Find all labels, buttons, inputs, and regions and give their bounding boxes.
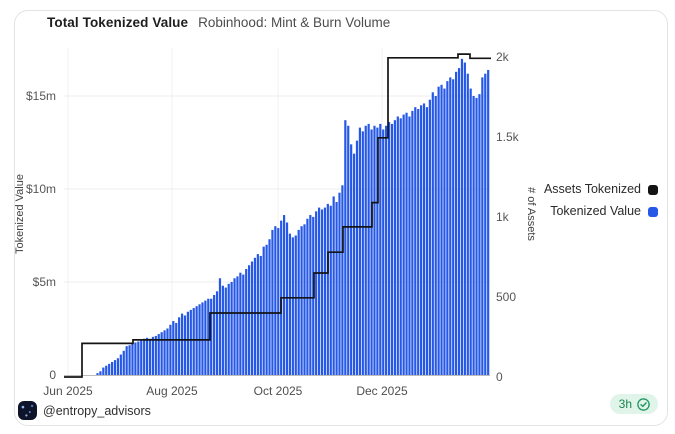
y-axis-left-title: Tokenized Value	[14, 174, 26, 254]
y-axis-right-title: # of Assets	[525, 187, 537, 241]
chart-header: Total Tokenized Value Robinhood: Mint & …	[47, 14, 390, 31]
y-right-tick-label: 0	[496, 370, 503, 384]
y-right-tick-label: 1k	[496, 210, 509, 224]
legend-label: Assets Tokenized	[543, 182, 641, 196]
y-left-tick-label: $5m	[32, 275, 56, 289]
legend-swatch-black-square	[648, 184, 658, 195]
time-verified-badge[interactable]: 3h	[609, 394, 658, 414]
legend-item-assets-tokenized[interactable]: Assets Tokenized	[544, 182, 658, 197]
legend-item-tokenized-value[interactable]: Tokenized Value	[544, 204, 658, 219]
y-left-tick-label: $10m	[25, 182, 56, 196]
chart-title: Total Tokenized Value	[47, 15, 189, 30]
badge-time-label: 3h	[618, 397, 632, 411]
attribution-handle: @entropy_advisors	[43, 403, 151, 418]
chart-legend: Assets Tokenized Tokenized Value	[544, 182, 658, 226]
y-left-tick-label: 0	[49, 368, 56, 382]
y-right-tick-label: 500	[496, 290, 517, 304]
legend-label: Tokenized Value	[550, 204, 641, 218]
y-right-tick-label: 2k	[496, 50, 509, 64]
y-right-tick-label: 1.5k	[496, 130, 519, 144]
legend-swatch-blue-square	[648, 206, 658, 217]
x-axis-tick-label: Dec 2025	[356, 384, 408, 398]
chart-subtitle: Robinhood: Mint & Burn Volume	[198, 15, 391, 30]
y-left-tick-label: $15m	[25, 89, 56, 103]
x-axis-tick-label: Aug 2025	[146, 384, 198, 398]
x-axis-tick-label: Oct 2025	[253, 384, 303, 398]
verified-check-icon	[637, 397, 650, 411]
entropy-advisors-avatar	[18, 401, 37, 420]
attribution[interactable]: @entropy_advisors	[18, 401, 151, 420]
x-axis-tick-label: Jun 2025	[43, 384, 93, 398]
